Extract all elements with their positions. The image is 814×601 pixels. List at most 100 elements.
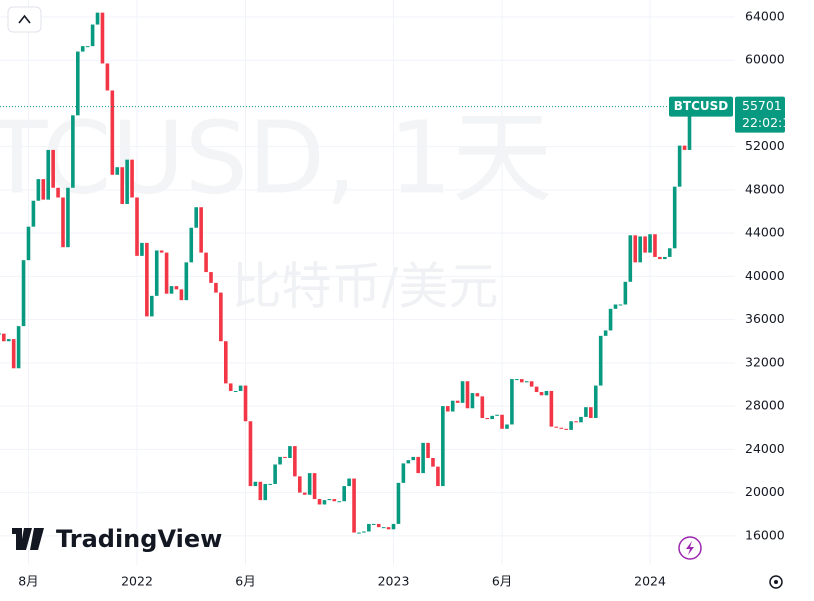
candle — [352, 478, 356, 533]
candle — [579, 416, 583, 423]
candle — [317, 499, 322, 505]
collapse-icon — [18, 14, 31, 24]
candle — [396, 482, 401, 524]
candle — [559, 427, 564, 429]
candle — [663, 256, 667, 260]
candle — [56, 187, 60, 198]
candle — [534, 386, 539, 393]
candle — [431, 457, 435, 467]
candle — [362, 531, 366, 533]
candle — [21, 260, 26, 327]
candle — [529, 381, 534, 387]
candle — [273, 464, 277, 484]
candle — [436, 466, 440, 487]
candle — [633, 235, 638, 263]
candle — [51, 149, 55, 188]
collapse-button[interactable] — [7, 6, 42, 33]
candle — [682, 145, 687, 150]
candle — [164, 252, 169, 294]
candle — [672, 186, 677, 249]
event-glyph — [686, 541, 694, 555]
candle — [589, 407, 593, 418]
y-tick-label: 16000 — [745, 527, 785, 542]
candle — [125, 159, 129, 204]
candle — [628, 235, 633, 282]
candle — [26, 226, 31, 261]
y-tick-label: 28000 — [745, 398, 785, 413]
candle — [376, 523, 381, 528]
candle — [223, 341, 228, 384]
price-box — [735, 96, 785, 133]
candle — [248, 421, 253, 487]
candle — [322, 500, 327, 505]
candle — [648, 234, 652, 253]
candle — [584, 407, 588, 417]
candle — [120, 167, 125, 204]
candle — [347, 478, 351, 487]
candle — [76, 51, 80, 116]
candle — [16, 326, 21, 369]
candle — [416, 456, 420, 474]
candle — [653, 234, 657, 257]
candle — [524, 381, 529, 383]
candle — [293, 446, 297, 477]
candle — [85, 46, 90, 48]
candle — [219, 292, 223, 342]
candle — [243, 385, 248, 422]
candle — [475, 393, 480, 397]
candles — [0, 12, 692, 534]
candle — [209, 272, 213, 283]
candle — [450, 400, 455, 412]
y-tick-label: 36000 — [745, 311, 785, 326]
candle — [2, 333, 6, 342]
settings-icon[interactable] — [769, 575, 783, 589]
candle — [307, 473, 312, 495]
candle — [598, 335, 603, 386]
countdown: 22:02:13 — [742, 115, 798, 130]
y-tick-label: 44000 — [745, 225, 785, 240]
x-tick-label: 2022 — [121, 574, 153, 589]
candle — [544, 390, 549, 396]
candle — [342, 486, 346, 502]
y-tick-label: 32000 — [745, 354, 785, 369]
settings-dot — [774, 580, 778, 584]
candle — [90, 24, 95, 47]
candle — [6, 339, 11, 342]
candle — [510, 379, 514, 425]
candle — [66, 187, 70, 248]
last-price-label: 55701 — [742, 98, 782, 113]
candle — [233, 390, 238, 392]
candle — [480, 396, 485, 418]
candle — [268, 483, 272, 485]
candle — [421, 442, 425, 474]
candle — [426, 442, 430, 458]
candle — [371, 523, 376, 525]
candle — [11, 339, 16, 369]
y-tick-label: 60000 — [745, 52, 785, 67]
y-tick-label: 24000 — [745, 441, 785, 456]
candle — [184, 262, 189, 301]
candle — [490, 415, 494, 420]
candle — [36, 179, 41, 201]
candle — [564, 428, 568, 430]
candle — [470, 393, 475, 409]
candle — [643, 236, 647, 253]
symbol-label: BTCUSD — [674, 99, 729, 113]
candle — [278, 456, 282, 465]
brand-logo — [12, 528, 44, 550]
x-tick-label: 2024 — [634, 574, 666, 589]
watermark-title: BTCUSD, 1天 — [0, 99, 552, 216]
candle — [149, 295, 154, 317]
y-tick-label: 48000 — [745, 181, 785, 196]
candle — [460, 381, 465, 403]
candle — [554, 426, 559, 428]
candle — [135, 197, 139, 256]
candle — [391, 523, 396, 530]
candle — [500, 414, 504, 429]
candle — [302, 492, 307, 495]
y-tick-label: 40000 — [745, 268, 785, 283]
symbol-box — [669, 96, 733, 117]
candle — [174, 286, 179, 290]
candle — [549, 390, 554, 427]
